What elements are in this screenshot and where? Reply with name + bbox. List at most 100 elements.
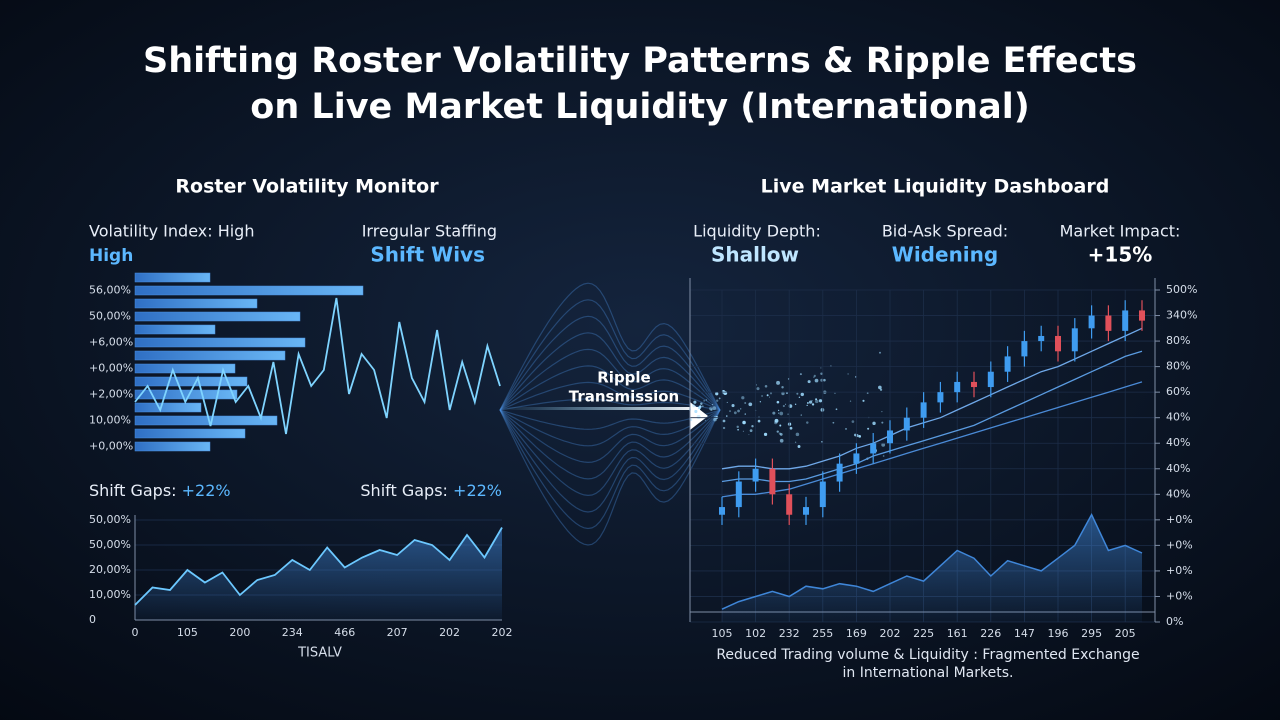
particles xyxy=(688,351,886,462)
particle xyxy=(740,408,742,410)
particle xyxy=(761,395,763,397)
particle xyxy=(794,441,797,443)
bar xyxy=(134,298,258,309)
x-tick-label: 169 xyxy=(846,627,867,640)
x-tick-label: 226 xyxy=(980,627,1001,640)
x-tick-label: 161 xyxy=(947,627,968,640)
x-tick-label: 295 xyxy=(1081,627,1102,640)
particle xyxy=(729,410,731,413)
particle xyxy=(716,399,719,402)
y-tick-label: 50,00% xyxy=(89,538,131,551)
metric-label: Market Impact: xyxy=(1060,222,1181,241)
particle xyxy=(806,404,808,407)
particle xyxy=(795,432,800,437)
particle xyxy=(726,401,728,403)
particle xyxy=(721,389,726,394)
particle xyxy=(796,392,799,395)
particle xyxy=(693,400,697,404)
particle xyxy=(725,415,728,417)
candle-body xyxy=(853,453,860,464)
particle xyxy=(759,401,761,403)
metric-value: Shift Wivs xyxy=(370,243,485,267)
y-tick-label: 0 xyxy=(89,613,96,626)
x-tick-label: 225 xyxy=(913,627,934,640)
particle xyxy=(878,385,882,390)
candle-body xyxy=(819,481,826,508)
y-tick-label: +6,00% xyxy=(89,336,133,349)
particle xyxy=(744,402,747,404)
particle xyxy=(722,419,726,423)
candle-body xyxy=(803,507,809,515)
y-tick-label: 10,00% xyxy=(89,588,131,601)
candle-body xyxy=(752,468,759,482)
particle xyxy=(797,445,801,448)
particle xyxy=(737,428,739,431)
ripple-wave xyxy=(499,282,721,546)
particle xyxy=(799,373,802,376)
x-tick-label: 147 xyxy=(1014,627,1035,640)
gap-label: Shift Gaps: xyxy=(89,481,177,500)
candle-body xyxy=(920,402,927,418)
particle xyxy=(774,418,779,423)
y-tick-label: 40% xyxy=(1166,411,1190,424)
particle xyxy=(862,399,865,402)
candle-body xyxy=(1122,310,1129,331)
particle xyxy=(867,427,870,430)
particle xyxy=(736,425,739,429)
candle-body xyxy=(1004,356,1011,372)
particle xyxy=(742,430,744,432)
y-tick-label: 40% xyxy=(1166,462,1190,475)
particle xyxy=(785,403,787,405)
x-tick-label: 255 xyxy=(812,627,833,640)
particle xyxy=(756,387,760,391)
metric-label: Shift Gaps: +22% xyxy=(360,481,502,500)
particle xyxy=(814,378,819,383)
ripple-line xyxy=(499,409,721,480)
candle-body xyxy=(1088,315,1095,329)
x-tick-label: 202 xyxy=(492,626,513,639)
particle xyxy=(700,402,703,405)
particle xyxy=(704,419,707,422)
bar xyxy=(134,415,278,426)
particle xyxy=(814,399,819,404)
ripple-label: Ripple xyxy=(597,369,650,387)
particle xyxy=(813,376,815,378)
particle xyxy=(718,397,721,400)
candle-body xyxy=(903,417,910,431)
ripple-line xyxy=(499,409,721,546)
bar xyxy=(134,376,248,387)
particle xyxy=(692,403,694,406)
particle xyxy=(845,428,847,430)
y-tick-label: 500% xyxy=(1166,283,1197,296)
particle xyxy=(881,421,884,424)
overlay-line xyxy=(134,297,501,435)
x-tick-label: 205 xyxy=(1115,627,1136,640)
particle xyxy=(813,374,816,378)
bar xyxy=(134,428,246,439)
metric-value: High xyxy=(89,246,133,266)
particle xyxy=(779,424,782,427)
particle xyxy=(751,425,754,428)
y-tick-label: +0,00% xyxy=(89,440,133,453)
x-tick-label: 202 xyxy=(880,627,901,640)
bar xyxy=(134,285,364,296)
particle xyxy=(798,396,801,399)
y-tick-label: +0% xyxy=(1166,564,1193,577)
candle-body xyxy=(1038,335,1045,342)
particle xyxy=(806,421,809,424)
candle-body xyxy=(769,468,776,495)
y-tick-label: 50,00% xyxy=(89,513,131,526)
y-tick-label: +0,00% xyxy=(89,362,133,375)
particle xyxy=(789,426,793,430)
ripple-line xyxy=(499,381,721,411)
candle-body xyxy=(1139,310,1145,321)
y-tick-label: 80% xyxy=(1166,334,1190,347)
ripple-line xyxy=(499,398,721,411)
particle xyxy=(807,380,811,384)
particle xyxy=(835,408,838,411)
beam xyxy=(500,407,700,410)
particle xyxy=(776,430,779,433)
particle xyxy=(701,405,704,408)
particle xyxy=(820,367,822,369)
particle xyxy=(712,406,717,411)
